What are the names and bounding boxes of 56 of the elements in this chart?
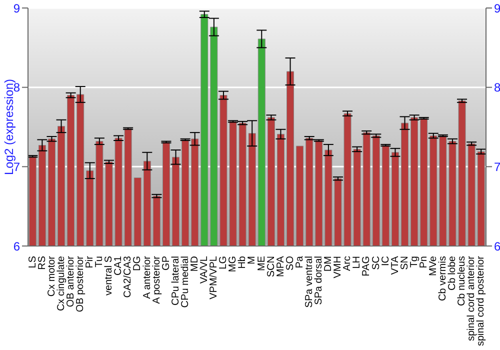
x-tick-label: DM xyxy=(323,256,334,272)
x-tick-label: Cx cingulate xyxy=(56,256,67,312)
x-tick-label: RS xyxy=(36,256,48,270)
x-tick-label: CA2/CA3 xyxy=(122,256,134,298)
x-tick-label: Cx motor xyxy=(46,255,58,297)
x-tick-label: A anterior xyxy=(142,255,153,299)
x-tick-label: CPu lateral xyxy=(170,256,182,306)
x-tick-label: VTA xyxy=(390,256,401,275)
x-tick-label: OB posterior xyxy=(74,255,86,312)
x-tick-label: VPM/VPL xyxy=(208,256,220,300)
x-tick-label: Pir xyxy=(84,255,96,268)
x-tick-label: SC xyxy=(370,256,382,270)
x-tick-label: SCN xyxy=(266,256,277,278)
x-tick-label: LG xyxy=(218,256,230,270)
y2-tick-label: 6 xyxy=(494,239,500,254)
x-tick-label: SPa dorsal xyxy=(314,256,325,305)
x-tick-label: Cb nucleus xyxy=(456,256,468,306)
x-tick-label: CPu medial xyxy=(180,256,191,308)
x-tick-label: SN xyxy=(399,256,410,270)
y-tick-label: 9 xyxy=(13,1,20,16)
x-tick-label: OB anterior xyxy=(65,255,76,308)
x-tick-label: IC xyxy=(380,256,392,266)
x-tick-label: PAG xyxy=(361,256,372,276)
y-axis-title: Log2 (expression) xyxy=(2,78,16,176)
x-tick-label: Pa xyxy=(294,256,306,268)
x-tick-label: SPa ventral xyxy=(304,256,315,308)
x-tick-label: Arc xyxy=(342,256,354,271)
x-tick-label: MPA xyxy=(275,256,286,277)
x-tick-label: LS xyxy=(27,256,38,268)
x-tick-label: Tu xyxy=(94,256,106,268)
x-tick-label: Hb xyxy=(237,256,248,269)
x-tick-label: Pn xyxy=(418,256,430,268)
x-tick-label: GP xyxy=(160,256,172,270)
x-tick-label: SO xyxy=(284,256,296,270)
x-tick-label: VA/VL xyxy=(199,256,210,284)
y2-tick-label: 9 xyxy=(494,1,500,16)
y2-tick-label: 8 xyxy=(494,80,500,95)
x-tick-label: M xyxy=(246,256,258,264)
y-tick-label: 7 xyxy=(13,160,20,174)
x-tick-label: A posterior xyxy=(151,255,162,304)
x-tick-label: CA1 xyxy=(113,256,124,276)
x-tick-label: DG xyxy=(132,256,144,271)
x-tick-label: MG xyxy=(228,256,239,272)
x-tick-label: MD xyxy=(189,256,200,272)
x-tick-label: Cb lobe xyxy=(447,256,458,290)
x-tick-label: VMH xyxy=(332,256,344,278)
x-tick-label: spinal cord anterior xyxy=(466,255,478,342)
x-tick-label: Tg xyxy=(408,256,420,268)
x-tick-label: spinal cord posterior xyxy=(476,255,487,346)
x-tick-label: Cb vermis xyxy=(438,256,449,302)
y-tick-label: 6 xyxy=(13,239,20,254)
y2-tick-label: 7 xyxy=(494,160,500,174)
x-tick-label: MVe xyxy=(428,256,440,276)
x-tick-label: LH xyxy=(352,256,363,269)
x-tick-label: ventral S xyxy=(104,256,115,296)
x-tick-label: ME xyxy=(256,256,268,271)
